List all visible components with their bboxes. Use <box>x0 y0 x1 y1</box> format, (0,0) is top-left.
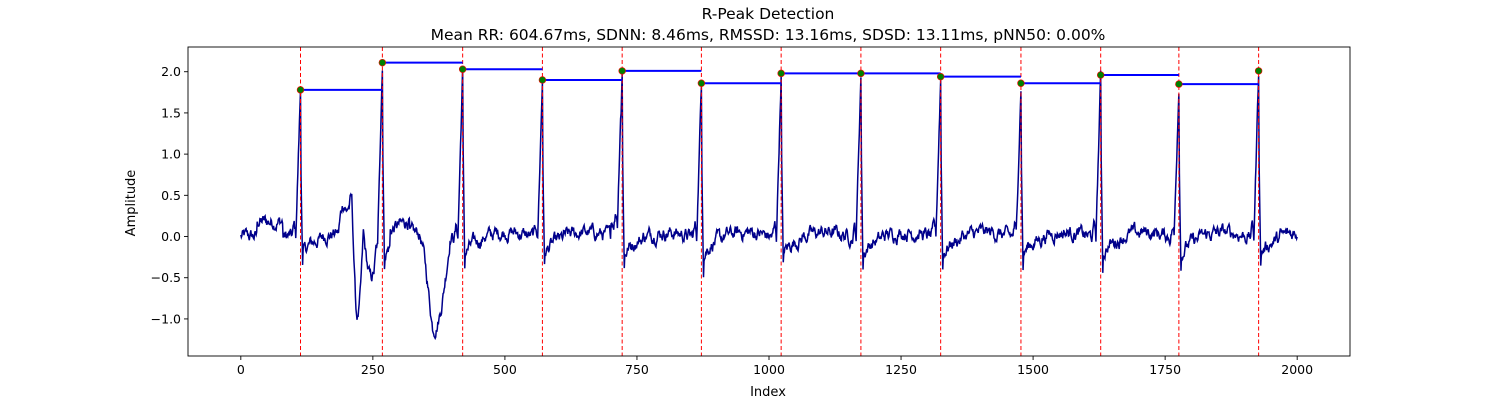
peak-marker-3 <box>538 76 547 84</box>
x-tick-label-2: 500 <box>493 362 517 377</box>
peak-marker-11 <box>1175 80 1183 88</box>
y-axis-label: Amplitude <box>124 170 139 237</box>
x-axis-label: Index <box>750 385 786 400</box>
chart-title: R-Peak Detection <box>702 5 835 23</box>
x-tick-label-7: 1750 <box>1149 362 1181 377</box>
plot-area: 0 250 500 750 1000 1250 1500 1750 2000 −1.0 −0.5 0.… <box>151 46 1351 377</box>
y-tick-label-2: 0.0 <box>161 229 181 244</box>
x-tick-label-0: 0 <box>237 362 245 377</box>
peak-marker-1 <box>378 58 387 67</box>
peak-marker-0 <box>296 86 305 94</box>
ecg-signal-line <box>240 66 1298 341</box>
x-tick-label-4: 1000 <box>753 362 785 377</box>
peak-marker-6 <box>777 69 785 78</box>
y-tick-label-6: 2.0 <box>161 64 181 79</box>
chart-subtitle: Mean RR: 604.67ms, SDNN: 8.46ms, RMSSD: … <box>431 26 1106 44</box>
peak-marker-8 <box>936 72 945 81</box>
peak-marker-7 <box>857 69 865 78</box>
x-tick-label-3: 750 <box>625 362 649 377</box>
x-tick-label-1: 250 <box>361 362 385 377</box>
x-tick-label-6: 1500 <box>1017 362 1049 377</box>
peak-marker-9 <box>1017 79 1025 87</box>
y-tick-label-5: 1.5 <box>161 105 181 120</box>
y-tick-label-3: 0.5 <box>161 188 181 203</box>
x-tick-label-8: 2000 <box>1281 362 1313 377</box>
peak-marker-4 <box>618 67 626 75</box>
y-tick-label-0: −1.0 <box>151 311 181 326</box>
peak-marker-5 <box>697 79 706 87</box>
peak-marker-2 <box>458 65 467 73</box>
peak-marker-12 <box>1254 67 1263 75</box>
y-tick-label-1: −0.5 <box>151 270 181 285</box>
y-tick-label-4: 1.0 <box>161 147 181 162</box>
x-tick-label-5: 1250 <box>885 362 917 377</box>
peak-marker-10 <box>1096 71 1105 79</box>
